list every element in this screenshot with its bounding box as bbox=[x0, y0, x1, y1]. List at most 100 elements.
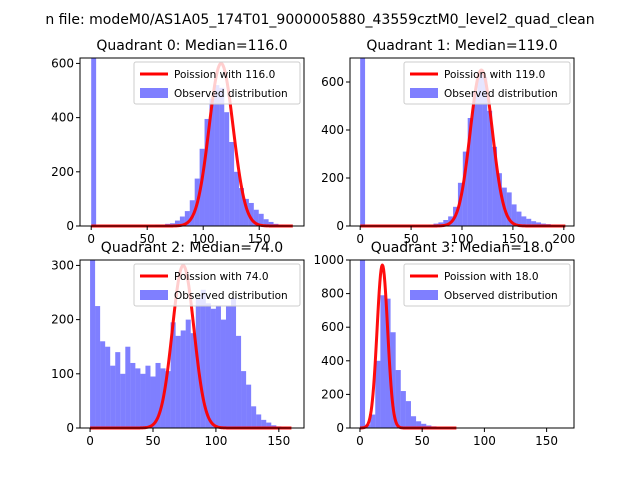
legend-patch-swatch bbox=[410, 88, 438, 98]
legend: Poission with 18.0 Observed distribution bbox=[403, 263, 571, 307]
histogram-bar bbox=[165, 371, 171, 428]
histogram-bar bbox=[234, 171, 240, 226]
y-tick-label: 600 bbox=[321, 320, 344, 334]
panel-quadrant-0: 0 50 100 150 0 200 400 600 Quadrant 0: Median=11… bbox=[51, 38, 305, 246]
histogram-bar bbox=[110, 365, 116, 428]
y-tick-label: 0 bbox=[66, 219, 74, 233]
histogram-bar bbox=[125, 346, 131, 428]
panel-title: Quadrant 3: Median=18.0 bbox=[371, 240, 553, 256]
histogram-bar bbox=[416, 421, 422, 428]
histogram-bar bbox=[236, 335, 242, 428]
histogram-bar bbox=[395, 370, 401, 428]
x-tick-label: 0 bbox=[356, 232, 364, 246]
y-tick-label: 0 bbox=[336, 421, 344, 435]
panel-quadrant-1: 0 50 100 150 200 0 200 400 600 Quadrant 1: Median… bbox=[321, 38, 575, 246]
histogram-bar bbox=[263, 219, 269, 226]
histogram-bar bbox=[175, 335, 181, 428]
axes-frame bbox=[349, 259, 575, 429]
x-tick-label: 0 bbox=[86, 434, 94, 448]
legend: Poission with 119.0 Observed distribution bbox=[403, 61, 571, 105]
histogram-bar bbox=[405, 401, 411, 428]
panel-title: Quadrant 1: Median=119.0 bbox=[366, 38, 557, 54]
histogram-bar bbox=[380, 295, 386, 428]
legend-box bbox=[133, 61, 301, 105]
histogram-bar bbox=[150, 376, 156, 428]
histogram-bar bbox=[360, 58, 366, 226]
y-tick-label: 400 bbox=[321, 354, 344, 368]
histogram-bar bbox=[536, 222, 542, 226]
histogram-bar bbox=[204, 118, 210, 226]
histogram-bar bbox=[472, 91, 478, 226]
x-tick-label: 150 bbox=[267, 434, 290, 448]
histogram-bar bbox=[190, 333, 196, 428]
y-tick-label: 800 bbox=[321, 287, 344, 301]
histogram-bar bbox=[370, 414, 376, 428]
histogram-bar bbox=[521, 216, 527, 226]
legend-box bbox=[403, 263, 571, 307]
legend-box bbox=[133, 263, 301, 307]
axes-frame bbox=[79, 57, 305, 227]
x-tick-label: 50 bbox=[140, 232, 155, 246]
histogram-bar bbox=[438, 222, 444, 226]
histogram-bar bbox=[253, 209, 259, 226]
histogram-bar bbox=[200, 289, 206, 428]
y-tick-label: 200 bbox=[321, 387, 344, 401]
histogram-bar bbox=[135, 368, 141, 428]
y-tick-label: 1000 bbox=[313, 253, 344, 267]
histogram-bar bbox=[229, 142, 235, 226]
y-tick-label: 400 bbox=[51, 111, 74, 125]
legend-label-poisson: Poission with 116.0 bbox=[174, 69, 275, 81]
histogram-bar bbox=[462, 151, 468, 226]
histogram-bar bbox=[155, 362, 161, 428]
histogram-bar bbox=[239, 188, 244, 226]
x-tick-label: 100 bbox=[192, 232, 215, 246]
histogram-bar bbox=[506, 192, 512, 226]
histogram-bar bbox=[219, 87, 225, 226]
histogram-bar bbox=[492, 146, 498, 226]
legend-box bbox=[403, 61, 571, 105]
histogram-bar bbox=[385, 298, 391, 428]
panel-quadrant-2: 0 50 100 150 0 100 200 300 Quadrant 2: Median=74… bbox=[51, 240, 305, 448]
histogram-bars bbox=[359, 260, 457, 428]
y-tick-label: 200 bbox=[51, 313, 74, 327]
histogram-bar bbox=[224, 112, 230, 226]
x-tick-label: 200 bbox=[552, 232, 575, 246]
panel-title: Quadrant 0: Median=116.0 bbox=[96, 38, 287, 54]
x-tick-label: 100 bbox=[204, 434, 227, 448]
histogram-bar bbox=[251, 406, 257, 428]
histogram-bar bbox=[511, 204, 517, 226]
histogram-bar bbox=[467, 118, 473, 226]
legend: Poission with 116.0 Observed distribution bbox=[133, 61, 301, 105]
y-tick-label: 0 bbox=[66, 421, 74, 435]
x-tick-label: 0 bbox=[356, 434, 364, 448]
y-tick-label: 200 bbox=[51, 165, 74, 179]
panel-title: Quadrant 2: Median=74.0 bbox=[101, 240, 283, 256]
x-tick-label: 150 bbox=[501, 232, 524, 246]
histogram-bars bbox=[90, 260, 292, 428]
y-tick-label: 100 bbox=[51, 367, 74, 381]
histogram-bar bbox=[145, 365, 151, 428]
y-tick-label: 400 bbox=[321, 123, 344, 137]
histogram-bar bbox=[115, 352, 121, 428]
histogram-bar bbox=[266, 422, 272, 428]
histogram-bar bbox=[256, 414, 262, 428]
legend: Poission with 74.0 Observed distribution bbox=[133, 263, 301, 307]
legend-patch-swatch bbox=[140, 88, 168, 98]
legend-label-observed: Observed distribution bbox=[444, 290, 558, 302]
histogram-bar bbox=[248, 202, 254, 226]
figure-suptitle: n file: modeM0/AS1A05_174T01_9000005880_… bbox=[45, 12, 594, 28]
histogram-bar bbox=[105, 346, 111, 428]
histogram-bar bbox=[225, 306, 232, 428]
legend-label-observed: Observed distribution bbox=[444, 88, 558, 100]
histogram-bar bbox=[516, 211, 522, 226]
x-tick-label: 150 bbox=[248, 232, 271, 246]
histogram-bar bbox=[180, 330, 186, 428]
histogram-bar bbox=[359, 260, 366, 428]
histogram-bar bbox=[443, 220, 449, 226]
histogram-bar bbox=[91, 58, 97, 226]
histogram-bar bbox=[410, 416, 417, 428]
histogram-bar bbox=[390, 332, 396, 428]
histogram-bar bbox=[120, 373, 126, 428]
legend-label-observed: Observed distribution bbox=[174, 290, 288, 302]
